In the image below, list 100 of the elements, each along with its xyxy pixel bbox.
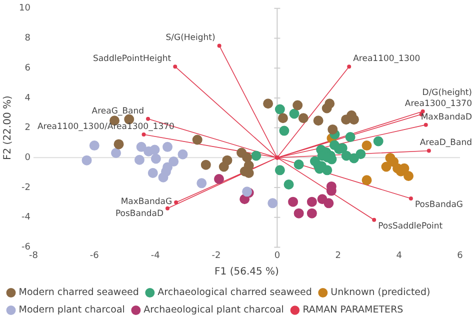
x-axis-title: F1 (56.45 %) (214, 266, 280, 278)
legend-label: Archaeological plant charcoal (144, 304, 284, 316)
y-tick-label: 4 (24, 93, 31, 104)
point (166, 206, 170, 210)
y-tick-label: -6 (21, 242, 31, 253)
x-tick-label: -2 (212, 250, 221, 261)
annotation: PosBandaG (414, 200, 464, 210)
point (404, 171, 414, 182)
point (284, 180, 294, 190)
point (173, 64, 178, 69)
point (158, 172, 168, 182)
x-tick-label: 6 (457, 250, 464, 261)
legend-label: Modern plant charcoal (18, 304, 125, 316)
legend-label: RAMAN PARAMETERS (302, 304, 404, 316)
y-tick-label: -4 (21, 212, 31, 223)
point (322, 165, 332, 176)
point (148, 168, 158, 178)
legend-label: Archaeological charred seaweed (158, 287, 312, 298)
point (214, 174, 224, 184)
legend-label: Modern charred seaweed (18, 287, 139, 298)
point (294, 160, 304, 170)
point (174, 200, 178, 204)
point (306, 196, 317, 207)
point (362, 175, 372, 186)
annotation: Area1300_1370 (404, 98, 472, 109)
point (279, 126, 290, 136)
annotation: AreaD_Band (420, 138, 472, 148)
point (362, 140, 372, 151)
point (348, 153, 359, 164)
y-tick-label: 10 (19, 4, 31, 14)
point (294, 208, 304, 218)
point (150, 144, 160, 155)
point (218, 162, 229, 172)
point (217, 44, 222, 48)
y-tick-label: 0 (24, 152, 31, 163)
point (345, 132, 356, 142)
point (162, 142, 173, 152)
y-tick-label: 8 (24, 34, 31, 44)
x-tick-label: 0 (274, 250, 280, 261)
point (274, 165, 285, 176)
point (274, 104, 285, 114)
x-tick-label: -4 (150, 250, 160, 261)
point (278, 113, 288, 124)
point (150, 154, 161, 164)
point (289, 108, 300, 119)
point (298, 113, 308, 124)
point (420, 109, 425, 114)
point (408, 196, 413, 201)
y-axis-title: F2 (22.00 %) (2, 96, 14, 160)
point (288, 196, 298, 207)
point (200, 160, 211, 170)
x-tick-label: 4 (396, 250, 402, 261)
point (381, 162, 392, 172)
annotation: Area1100_1300 (353, 54, 420, 64)
point (244, 168, 254, 178)
point (372, 218, 376, 222)
annotation: PosSaddlePoint (378, 221, 444, 232)
y-tick-label: -2 (21, 182, 30, 193)
legend-label: Unknown (predicted) (330, 287, 430, 298)
y-tick-label: 2 (24, 123, 30, 134)
point (89, 140, 100, 151)
y-tick-label: 6 (24, 63, 31, 74)
point (399, 163, 410, 174)
point (324, 98, 335, 109)
point (142, 132, 146, 137)
point (146, 116, 150, 121)
annotation: MaxBandaD (420, 112, 472, 122)
point (268, 198, 278, 208)
x-tick-label: -6 (90, 250, 100, 261)
point (424, 122, 428, 127)
annotation: MaxBandaG (120, 196, 172, 207)
x-tick-label: 2 (335, 250, 341, 261)
point (251, 150, 262, 161)
point (292, 100, 303, 110)
annotation: AreaG_Band (92, 106, 144, 116)
x-tick-label: -8 (28, 250, 38, 261)
point (373, 136, 384, 146)
point (136, 142, 146, 152)
point (192, 134, 202, 145)
point (348, 114, 359, 125)
point (426, 148, 431, 153)
point (196, 178, 207, 188)
point (347, 64, 352, 69)
point (178, 149, 188, 160)
point (242, 152, 252, 162)
annotation: SaddlePointHeight (92, 54, 172, 64)
point (82, 155, 92, 166)
annotation: D/G(height) (422, 88, 472, 98)
point (313, 116, 324, 126)
annotation: S/G(Height) (166, 33, 216, 44)
point (111, 148, 122, 158)
annotation: PosBandaD (115, 208, 164, 219)
point (114, 139, 124, 150)
point (306, 208, 317, 218)
point (324, 198, 334, 208)
annotation: Area1100_1300/Area1300_1370 (37, 122, 174, 132)
point (134, 154, 144, 165)
point (263, 98, 274, 109)
point (328, 124, 338, 134)
point (168, 156, 179, 167)
